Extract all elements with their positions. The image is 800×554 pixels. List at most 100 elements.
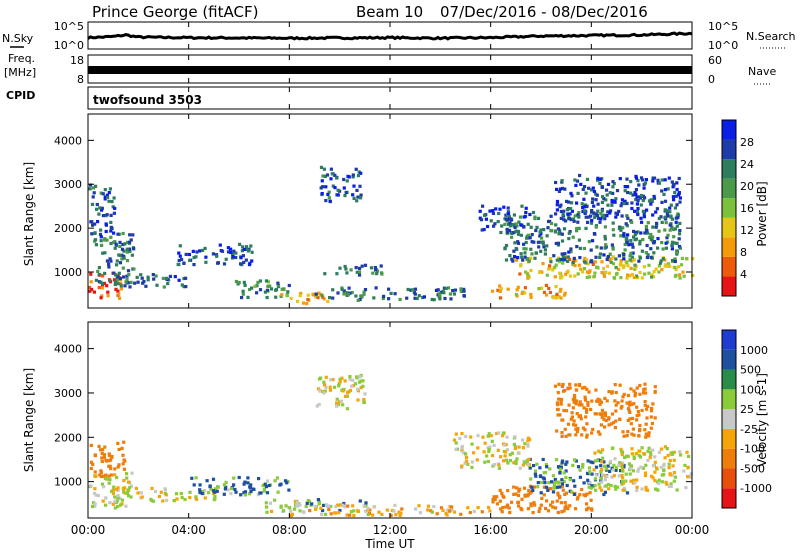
heatmap-cell bbox=[613, 383, 617, 387]
heatmap-cell bbox=[637, 183, 641, 187]
heatmap-cell bbox=[654, 487, 658, 491]
heatmap-cell bbox=[364, 503, 368, 508]
heatmap-cell bbox=[651, 448, 655, 452]
heatmap-cell bbox=[112, 231, 116, 235]
heatmap-cell bbox=[607, 271, 612, 275]
heatmap-cell bbox=[418, 511, 422, 515]
heatmap-cell bbox=[529, 477, 533, 481]
heatmap-cell bbox=[136, 491, 140, 495]
heatmap-cell bbox=[555, 292, 559, 296]
heatmap-cell bbox=[647, 199, 652, 203]
colorbar-tick: -25 bbox=[740, 423, 758, 436]
heatmap-cell bbox=[101, 273, 105, 277]
heatmap-cell bbox=[567, 257, 572, 261]
heatmap-cell bbox=[483, 460, 487, 464]
heatmap-cell bbox=[358, 499, 362, 503]
heatmap-cell bbox=[572, 479, 576, 483]
heatmap-cell bbox=[657, 450, 662, 454]
heatmap-cell bbox=[328, 296, 332, 300]
heatmap-cell bbox=[468, 510, 472, 515]
heatmap-cell bbox=[642, 452, 646, 456]
heatmap-cell bbox=[526, 276, 530, 280]
heatmap-cell bbox=[594, 192, 598, 196]
heatmap-cell bbox=[368, 508, 372, 512]
heatmap-cell bbox=[329, 504, 333, 508]
heatmap-cell bbox=[596, 202, 600, 206]
heatmap-cell bbox=[114, 487, 118, 491]
heatmap-cell bbox=[348, 375, 352, 379]
heatmap-cell bbox=[577, 403, 581, 407]
heatmap-cell bbox=[503, 247, 507, 251]
heatmap-cell bbox=[498, 296, 503, 300]
heatmap-cell bbox=[195, 497, 199, 501]
heatmap-cell bbox=[490, 289, 495, 293]
heatmap-cell bbox=[544, 283, 548, 287]
heatmap-cell bbox=[265, 295, 269, 300]
heatmap-cell bbox=[108, 257, 112, 261]
heatmap-cell bbox=[140, 495, 144, 499]
heatmap-cell bbox=[114, 273, 118, 277]
heatmap-cell bbox=[668, 458, 672, 463]
heatmap-cell bbox=[568, 212, 572, 216]
heatmap-cell bbox=[248, 492, 252, 496]
heatmap-cell bbox=[520, 204, 524, 208]
heatmap-cell bbox=[542, 290, 547, 294]
heatmap-cell bbox=[103, 195, 107, 199]
heatmap-cell bbox=[279, 294, 283, 298]
heatmap-cell bbox=[92, 491, 97, 496]
heatmap-cell bbox=[476, 434, 480, 438]
heatmap-cell bbox=[652, 270, 656, 274]
heatmap-cell bbox=[412, 290, 416, 295]
heatmap-cell bbox=[555, 429, 559, 433]
heatmap-cell bbox=[598, 398, 602, 402]
heatmap-cell bbox=[347, 286, 351, 290]
heatmap-cell bbox=[579, 182, 583, 186]
heatmap-cell bbox=[125, 274, 129, 278]
heatmap-cell bbox=[591, 186, 595, 190]
heatmap-cell bbox=[237, 281, 241, 285]
heatmap-cell bbox=[544, 506, 548, 511]
heatmap-cell bbox=[129, 280, 133, 284]
heatmap-cell bbox=[352, 384, 356, 388]
heatmap-cell bbox=[239, 256, 243, 260]
heatmap-cell bbox=[93, 502, 97, 506]
heatmap-cell bbox=[125, 476, 129, 480]
heatmap-cell bbox=[630, 255, 634, 259]
heatmap-cell bbox=[578, 400, 582, 404]
heatmap-cell bbox=[552, 482, 557, 486]
heatmap-cell bbox=[635, 386, 639, 390]
heatmap-cell bbox=[99, 469, 103, 473]
heatmap-cell bbox=[665, 264, 669, 268]
heatmap-cell bbox=[495, 502, 499, 506]
heatmap-cell bbox=[605, 475, 609, 479]
heatmap-cell bbox=[607, 390, 611, 394]
heatmap-cell bbox=[498, 284, 502, 288]
heatmap-cell bbox=[583, 385, 587, 390]
heatmap-cell bbox=[113, 282, 117, 287]
heatmap-cell bbox=[256, 280, 260, 284]
heatmap-cell bbox=[243, 283, 247, 287]
heatmap-cell bbox=[672, 198, 676, 202]
heatmap-cell bbox=[668, 228, 672, 232]
heatmap-cell bbox=[689, 475, 693, 479]
heatmap-cell bbox=[124, 504, 128, 508]
heatmap-cell bbox=[522, 247, 526, 251]
heatmap-cell bbox=[488, 509, 492, 513]
heatmap-cell bbox=[226, 250, 231, 254]
heatmap-cell bbox=[603, 225, 607, 229]
heatmap-cell bbox=[310, 502, 314, 506]
heatmap-cell bbox=[607, 423, 611, 427]
heatmap-cell bbox=[526, 462, 530, 467]
heatmap-cell bbox=[648, 450, 652, 454]
heatmap-cell bbox=[502, 205, 506, 209]
colorbar-tick: 12 bbox=[740, 224, 754, 237]
heatmap-cell bbox=[677, 176, 681, 181]
heatmap-cell bbox=[560, 179, 564, 183]
heatmap-cell bbox=[656, 178, 660, 182]
heatmap-cell bbox=[327, 507, 331, 512]
heatmap-cell bbox=[600, 200, 604, 204]
heatmap-cell bbox=[357, 375, 361, 379]
heatmap-cell bbox=[560, 232, 564, 236]
heatmap-cell bbox=[618, 177, 622, 181]
heatmap-cell bbox=[216, 485, 220, 489]
